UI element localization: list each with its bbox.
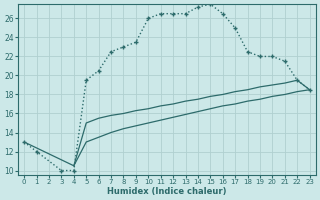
X-axis label: Humidex (Indice chaleur): Humidex (Indice chaleur) <box>107 187 227 196</box>
